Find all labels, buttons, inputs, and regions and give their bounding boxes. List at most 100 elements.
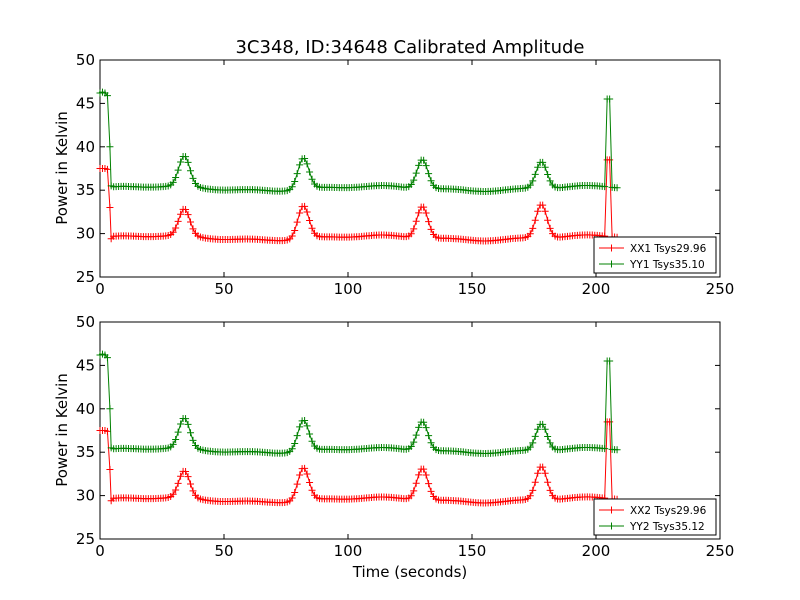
data-point xyxy=(293,218,301,226)
bottom-chart-panel: Power in Kelvin Time (seconds) 0 50 100 150… xyxy=(53,313,734,581)
data-point xyxy=(544,432,552,440)
legend-entry-label: YY1 Tsys35.10 xyxy=(629,259,705,271)
data-point xyxy=(177,158,185,166)
data-point xyxy=(189,487,197,495)
data-point xyxy=(182,206,190,214)
data-point xyxy=(103,427,111,435)
data-point xyxy=(420,418,428,426)
data-point xyxy=(187,429,195,437)
data-point xyxy=(606,156,614,164)
legend-entry-label: XX1 Tsys29.96 xyxy=(630,243,707,255)
data-point xyxy=(422,162,430,170)
x-axis-label: Time (seconds) xyxy=(352,563,468,581)
data-point xyxy=(177,210,185,218)
legend-swatch-marker xyxy=(608,244,615,252)
data-point xyxy=(427,225,435,233)
data-point xyxy=(606,418,614,426)
data-point xyxy=(182,415,190,423)
data-point xyxy=(526,443,534,451)
data-point xyxy=(412,169,420,177)
y-tick-label: 30 xyxy=(76,225,95,243)
data-point xyxy=(291,488,299,496)
data-point xyxy=(103,165,111,173)
y-tick-label: 35 xyxy=(76,181,95,199)
y-axis-label: Power in Kelvin xyxy=(53,373,71,487)
data-point xyxy=(172,173,180,181)
data-point xyxy=(531,478,539,486)
data-point xyxy=(301,417,309,425)
data-point xyxy=(526,181,534,189)
data-point xyxy=(296,471,304,479)
data-point xyxy=(427,487,435,495)
data-point xyxy=(539,201,547,209)
data-point xyxy=(415,471,423,479)
data-point xyxy=(420,203,428,211)
x-tick-label: 0 xyxy=(95,280,105,298)
data-point xyxy=(306,479,314,487)
data-point xyxy=(544,478,552,486)
data-point xyxy=(410,438,418,446)
data-point xyxy=(613,446,621,454)
data-point xyxy=(601,183,609,191)
data-point xyxy=(103,354,111,362)
data-point xyxy=(303,208,311,216)
legend-swatch-marker xyxy=(608,522,615,530)
data-point xyxy=(301,202,309,210)
data-point xyxy=(529,486,537,494)
data-point xyxy=(174,217,182,225)
data-point xyxy=(189,174,197,182)
data-point xyxy=(184,420,192,428)
x-tick-label: 250 xyxy=(706,542,735,560)
data-point xyxy=(415,209,423,217)
data-point xyxy=(531,432,539,440)
y-axis-label: Power in Kelvin xyxy=(53,111,71,225)
data-point xyxy=(407,181,415,189)
data-point xyxy=(407,230,415,238)
data-point xyxy=(306,168,314,176)
series-xx xyxy=(96,418,621,507)
data-point xyxy=(291,439,299,447)
data-point xyxy=(106,466,114,474)
data-point xyxy=(308,224,316,232)
data-point xyxy=(106,143,114,151)
data-point xyxy=(293,432,301,440)
data-point xyxy=(288,445,296,453)
x-tick-label: 150 xyxy=(458,542,487,560)
data-point xyxy=(187,218,195,226)
data-point xyxy=(412,479,420,487)
data-point xyxy=(415,423,423,431)
data-point xyxy=(420,465,428,473)
data-point xyxy=(187,167,195,175)
chart-title: 3C348, ID:34648 Calibrated Amplitude xyxy=(235,37,584,58)
data-point xyxy=(177,472,185,480)
data-point xyxy=(425,432,433,440)
data-point xyxy=(291,226,299,234)
data-point xyxy=(427,177,435,185)
x-tick-label: 100 xyxy=(334,542,363,560)
legend: XX1 Tsys29.96 YY1 Tsys35.10 xyxy=(593,236,717,274)
data-point xyxy=(308,486,316,494)
x-tick-label: 50 xyxy=(214,542,233,560)
data-point xyxy=(288,494,296,502)
data-point xyxy=(296,209,304,217)
series-yy xyxy=(96,88,621,195)
data-point xyxy=(182,468,190,476)
data-point xyxy=(546,177,554,185)
data-point xyxy=(412,217,420,225)
data-point xyxy=(407,492,415,500)
legend-swatch-marker xyxy=(608,506,615,514)
data-point xyxy=(174,428,182,436)
data-point xyxy=(174,479,182,487)
y-tick-label: 50 xyxy=(76,51,95,69)
data-point xyxy=(172,224,180,232)
data-point xyxy=(544,170,552,178)
series-xx xyxy=(96,156,621,245)
y-tick-label: 25 xyxy=(76,268,95,286)
y-tick-label: 30 xyxy=(76,487,95,505)
data-point xyxy=(293,480,301,488)
legend-entry-label: YY2 Tsys35.12 xyxy=(629,521,705,533)
data-point xyxy=(169,490,177,498)
data-point xyxy=(613,184,621,192)
data-point xyxy=(410,225,418,233)
data-point xyxy=(539,158,547,166)
